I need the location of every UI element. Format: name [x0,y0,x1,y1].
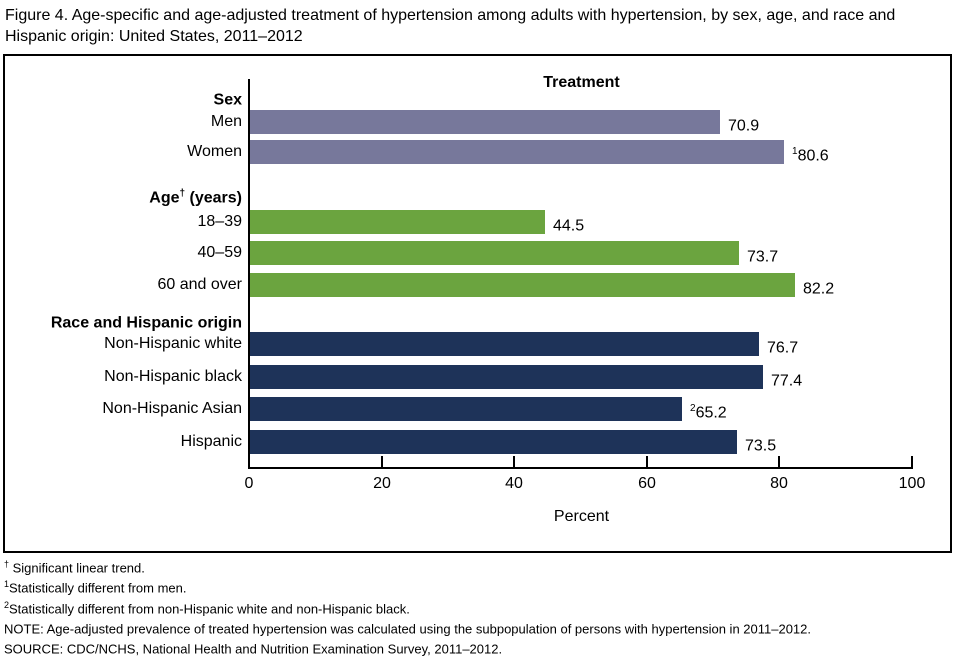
bar-value: 73.7 [747,241,778,269]
footnote-line: SOURCE: CDC/NCHS, National Health and Nu… [4,637,811,657]
group-header: Age† (years) [5,184,242,208]
bar-value-superscript: 2 [690,403,696,414]
bar-value: 180.6 [792,140,829,168]
footnote-superscript: 2 [4,599,10,610]
x-axis-tick [911,456,913,467]
footnote-line: 1Statistically different from men. [4,576,811,596]
bar [250,110,720,134]
x-axis-tick-label: 0 [244,475,254,492]
bar-value-number: 70.9 [728,117,760,135]
group-header-text: Race and Hispanic origin [50,314,242,332]
y-axis-line [248,79,250,469]
bar-value-number: 73.7 [747,248,779,266]
footnote-superscript: 1 [4,579,10,590]
bar [250,397,682,421]
bar [250,332,759,356]
x-axis-tick-label: 40 [505,475,523,492]
bar [250,140,784,164]
bar [250,241,739,265]
footnote-text: SOURCE: CDC/NCHS, National Health and Nu… [4,641,503,657]
group-header-text: Age [149,189,180,207]
bar-value: 82.2 [803,273,834,301]
bar-value: 44.5 [553,210,584,238]
x-axis-tick [513,456,515,467]
x-axis-tick [381,456,383,467]
panel-title: Treatment [543,74,620,91]
bar-value: 70.9 [728,110,759,138]
bar-label: Hispanic [180,433,242,450]
group-header-superscript: † [179,188,186,199]
footnote-line: NOTE: Age-adjusted prevalence of treated… [4,617,811,637]
bar-label: Women [187,143,242,160]
figure-title: Figure 4. Age-specific and age-adjusted … [5,7,896,45]
bar [250,430,737,454]
group-header-text: Sex [213,91,242,109]
bar-label: 18–39 [197,213,243,230]
bar-label: Non-Hispanic black [104,368,242,385]
footnote-line: † Significant linear trend. [4,556,811,576]
bar-value-number: 82.2 [803,280,835,298]
bar-label: Non-Hispanic Asian [102,400,242,417]
bar-label: 60 and over [157,276,242,293]
x-axis-tick-label: 20 [373,475,391,492]
chart-panel: Treatment Sex Men 70.9 Women 180.6 Age† (year… [3,54,952,553]
bar-value-number: 80.6 [797,147,829,165]
footnote-line: 2Statistically different from non-Hispan… [4,597,811,617]
bar-value-superscript: 1 [792,146,798,157]
x-axis-tick [646,456,648,467]
x-axis-tick-label: 60 [638,475,656,492]
bar-value: 76.7 [767,332,798,360]
x-axis-tick [778,456,780,467]
x-axis-tick-label: 80 [770,475,788,492]
group-header: Sex [5,86,242,110]
bar-label: 40–59 [197,244,243,261]
footnote-text: Significant linear trend. [9,560,145,576]
bar [250,210,545,234]
figure-page: Figure 4. Age-specific and age-adjusted … [3,7,952,657]
x-axis-line [248,467,913,469]
bar-label: Non-Hispanic white [104,335,242,352]
footnotes: † Significant linear trend. 1Statisticall… [4,556,811,658]
footnote-superscript: † [4,559,10,569]
bar-value: 73.5 [745,430,776,458]
bar-value: 77.4 [771,365,802,393]
bar-value-number: 73.5 [745,437,777,455]
footnote-text: Statistically different from men. [9,580,187,596]
group-header-text: (years) [185,189,242,207]
group-header: Race and Hispanic origin [5,309,242,333]
bar [250,365,763,389]
bar-value: 265.2 [690,397,727,425]
bar-value-number: 77.4 [771,372,803,390]
bar-value-number: 76.7 [767,339,799,357]
x-axis-title: Percent [553,508,610,525]
footnote-text: Statistically different from non-Hispani… [9,600,410,616]
x-axis-tick-label: 100 [898,475,926,492]
footnote-text: NOTE: Age-adjusted prevalence of treated… [4,621,812,637]
bar [250,273,795,297]
bar-value-number: 44.5 [553,217,585,235]
bar-value-number: 65.2 [695,404,727,422]
bar-label: Men [210,113,242,130]
